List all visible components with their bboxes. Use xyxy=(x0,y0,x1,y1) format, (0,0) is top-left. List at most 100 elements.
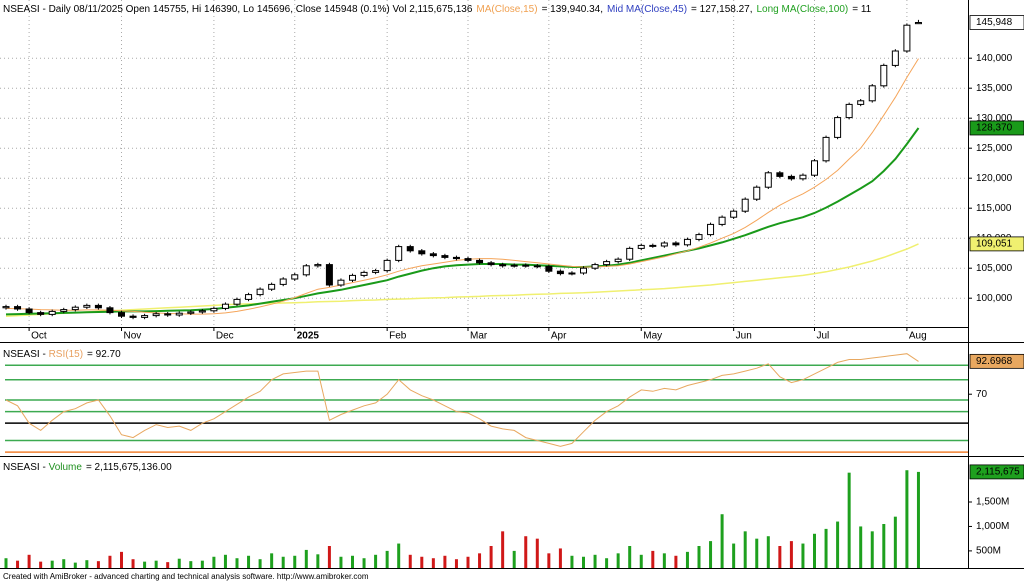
volume-bar xyxy=(166,562,170,568)
volume-bar xyxy=(223,554,227,568)
volume-bar xyxy=(558,548,562,568)
series-line xyxy=(5,353,919,447)
volume-bar xyxy=(501,531,505,568)
volume-bar xyxy=(351,555,354,568)
volume-bar xyxy=(605,558,609,568)
volume-bar xyxy=(836,521,840,568)
volume-bar xyxy=(27,554,31,568)
volume-bar xyxy=(177,558,181,568)
candle-body xyxy=(349,274,356,281)
legend-value: = 127,158.27, xyxy=(691,4,752,15)
candle-body xyxy=(25,308,33,314)
candle-body xyxy=(868,85,876,102)
x-tick-label: Feb xyxy=(389,331,407,342)
volume-bar xyxy=(616,553,620,568)
volume-bar xyxy=(258,559,262,568)
candle-body xyxy=(395,246,403,261)
volume-bar xyxy=(212,556,216,568)
volume-bar xyxy=(85,560,89,568)
volume-bar xyxy=(143,561,147,568)
candle-body xyxy=(649,244,657,247)
volume-bar xyxy=(859,526,863,568)
candle-body xyxy=(152,313,160,317)
volume-bar xyxy=(813,533,816,568)
header-title: NSEASI - Daily 08/11/2025 Open 145755, H… xyxy=(3,4,473,15)
candle-body xyxy=(268,283,276,290)
candle-body xyxy=(37,312,45,315)
x-tick-label: Aug xyxy=(909,331,927,342)
volume-bar xyxy=(778,546,782,568)
candle-body xyxy=(441,255,449,258)
candle-body xyxy=(741,198,749,212)
last-value-box xyxy=(969,353,1024,369)
volume-bar xyxy=(766,536,770,568)
candle-body xyxy=(60,309,68,312)
volume-bar xyxy=(743,531,747,568)
volume-bar xyxy=(281,556,285,568)
volume-bar xyxy=(316,554,320,568)
volume-bar xyxy=(801,543,805,568)
volume-bar xyxy=(200,560,204,568)
candle-body xyxy=(637,244,645,249)
series-line xyxy=(5,58,919,315)
panel-header: NSEASI - Volume = 2,115,675,136.00 xyxy=(3,462,172,473)
candle-body xyxy=(279,278,287,285)
candle-body xyxy=(695,234,703,240)
volume-bar xyxy=(327,546,331,568)
volume-bar xyxy=(73,562,77,568)
y-tick-label: 100,000 xyxy=(976,293,1013,304)
candle-body xyxy=(857,100,865,105)
volume-bar xyxy=(685,551,689,568)
volume-bar xyxy=(374,554,378,568)
panel-header: NSEASI - RSI(15) = 92.70 xyxy=(3,349,121,360)
volume-bar xyxy=(293,555,297,568)
candle-body xyxy=(233,298,241,305)
volume-bar xyxy=(131,559,135,568)
legend-name: Volume xyxy=(49,462,83,473)
candle-body xyxy=(880,64,888,87)
candle-body xyxy=(256,288,264,296)
volume-bar xyxy=(674,555,678,568)
candle-body xyxy=(730,210,738,218)
volume-bar xyxy=(478,553,482,568)
candle-body xyxy=(337,279,345,286)
volume-bar xyxy=(847,472,851,568)
series-line xyxy=(5,243,919,317)
volume-bar xyxy=(339,556,343,568)
candle-body xyxy=(71,306,79,311)
candle-body xyxy=(914,22,922,25)
candle-body xyxy=(83,304,91,308)
last-value-box xyxy=(969,236,1024,252)
last-value-label: 145,948 xyxy=(976,17,1013,28)
last-value-label: 128,370 xyxy=(976,123,1013,134)
x-tick-label: Jul xyxy=(817,331,830,342)
candle-body xyxy=(14,306,22,310)
candle-body xyxy=(302,265,310,276)
volume-bar xyxy=(662,553,666,568)
header-label: NSEASI - xyxy=(3,462,49,473)
volume-bar xyxy=(189,561,193,568)
legend-name: RSI(15) xyxy=(49,349,83,360)
volume-bar xyxy=(512,550,516,568)
volume-bar xyxy=(651,550,655,568)
legend-name: Mid MA(Close,45) xyxy=(607,4,687,15)
candle-body xyxy=(903,24,911,52)
legend-value: = 11 xyxy=(852,4,871,15)
y-tick-label: 120,000 xyxy=(976,173,1013,184)
candle-body xyxy=(221,303,229,309)
volume-bar xyxy=(408,554,412,568)
volume-bar xyxy=(582,556,585,568)
volume-bar xyxy=(697,546,701,568)
x-tick-label: Mar xyxy=(470,331,488,342)
candle-body xyxy=(522,264,530,267)
candle-body xyxy=(314,264,322,267)
y-tick-label: 125,000 xyxy=(976,143,1013,154)
volume-bar xyxy=(882,524,886,568)
x-tick-label: Apr xyxy=(551,331,567,342)
volume-bar xyxy=(524,536,528,568)
candle-body xyxy=(499,264,507,267)
volume-bar xyxy=(154,560,158,568)
candle-body xyxy=(614,258,622,263)
panel-header: NSEASI - Daily 08/11/2025 Open 145755, H… xyxy=(3,4,872,15)
